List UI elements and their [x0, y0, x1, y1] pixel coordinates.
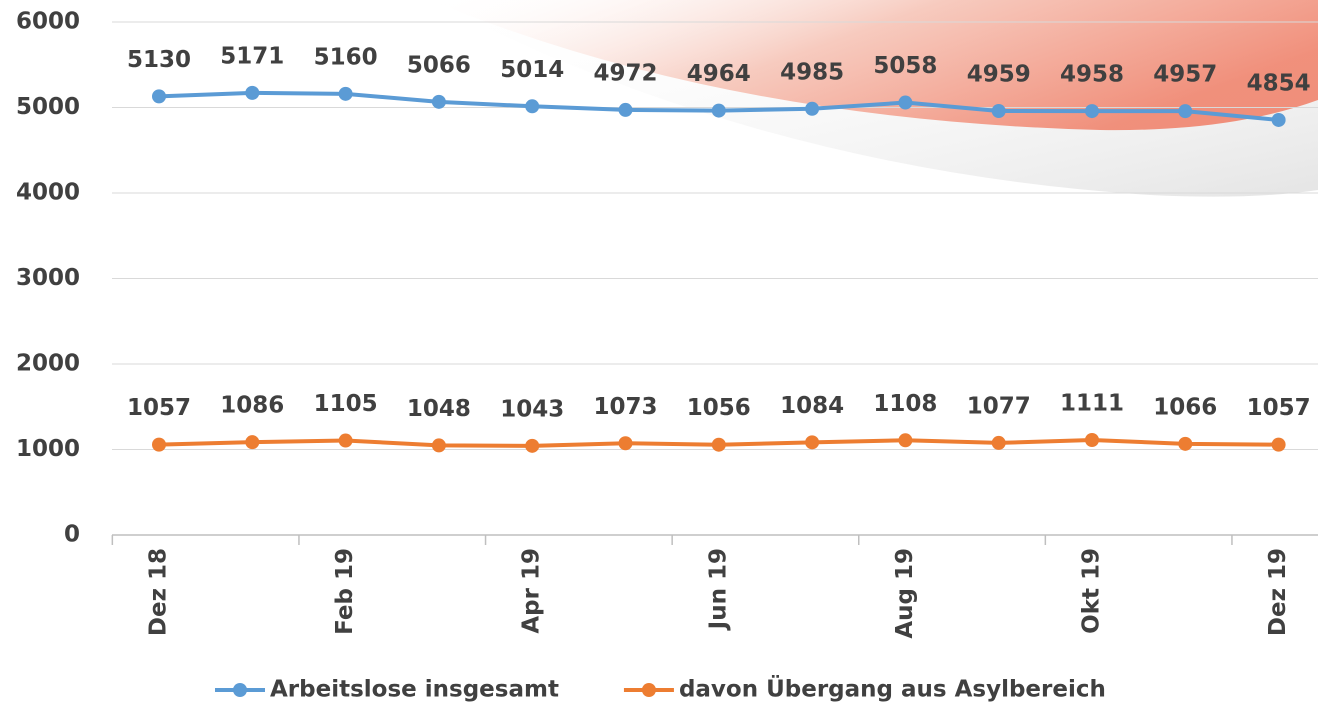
y-tick-label: 0 — [64, 522, 80, 548]
marker — [1272, 438, 1286, 452]
data-label: 1057 — [127, 395, 191, 421]
marker — [1178, 104, 1192, 118]
marker — [432, 438, 446, 452]
y-tick-label: 4000 — [16, 180, 80, 206]
data-label: 1073 — [593, 394, 657, 420]
x-tick-label: Okt 19 — [1079, 548, 1105, 634]
data-label: 1105 — [314, 391, 378, 417]
data-label: 5058 — [873, 53, 937, 79]
y-tick-label: 3000 — [16, 265, 80, 291]
marker — [712, 438, 726, 452]
marker — [152, 438, 166, 452]
marker — [525, 99, 539, 113]
marker — [898, 96, 912, 110]
marker — [898, 433, 912, 447]
y-tick-label: 5000 — [16, 94, 80, 120]
chart: Arbeitslose insgesamt davon Übergang aus … — [0, 0, 1318, 710]
data-label: 5171 — [220, 43, 284, 69]
legend-label: Arbeitslose insgesamt — [270, 677, 559, 703]
data-label: 4958 — [1060, 62, 1124, 88]
data-label: 4964 — [687, 61, 751, 87]
marker — [525, 439, 539, 453]
x-tick-label: Feb 19 — [332, 548, 358, 635]
legend-marker — [233, 683, 247, 697]
data-label: 5066 — [407, 52, 471, 78]
marker — [432, 95, 446, 109]
marker — [1085, 104, 1099, 118]
y-tick-label: 1000 — [16, 436, 80, 462]
y-tick-label: 2000 — [16, 351, 80, 377]
data-label: 1108 — [873, 391, 937, 417]
legend-label: davon Übergang aus Asylbereich — [679, 675, 1106, 703]
marker — [805, 435, 819, 449]
x-tick-label: Dez 19 — [1265, 548, 1291, 636]
data-label: 1066 — [1153, 394, 1217, 420]
marker — [805, 102, 819, 116]
marker — [245, 86, 259, 100]
x-tick-label: Apr 19 — [519, 548, 545, 634]
x-tick-label: Dez 18 — [146, 548, 172, 636]
legend-marker — [642, 683, 656, 697]
y-tick-label: 6000 — [16, 9, 80, 35]
marker — [339, 434, 353, 448]
data-label: 5014 — [500, 57, 564, 83]
marker — [619, 103, 633, 117]
data-label: 1043 — [500, 396, 564, 422]
marker — [619, 436, 633, 450]
data-label: 1057 — [1247, 395, 1311, 421]
marker — [152, 89, 166, 103]
marker — [1085, 433, 1099, 447]
marker — [712, 104, 726, 118]
legend: Arbeitslose insgesamt davon Übergang aus … — [215, 675, 1106, 703]
x-tick-label: Aug 19 — [892, 548, 918, 639]
data-label: 4957 — [1153, 62, 1217, 88]
data-label: 1111 — [1060, 391, 1124, 417]
data-label: 1084 — [780, 393, 844, 419]
x-tick-label: Jun 19 — [705, 548, 731, 631]
data-label: 5130 — [127, 47, 191, 73]
data-label: 5160 — [314, 44, 378, 70]
data-label: 4985 — [780, 59, 844, 85]
marker — [992, 436, 1006, 450]
data-label: 4959 — [967, 62, 1031, 88]
data-label: 1056 — [687, 395, 751, 421]
marker — [245, 435, 259, 449]
data-label: 1048 — [407, 396, 471, 422]
data-label: 1086 — [220, 393, 284, 419]
data-label: 4972 — [593, 60, 657, 86]
marker — [339, 87, 353, 101]
marker — [1272, 113, 1286, 127]
marker — [1178, 437, 1192, 451]
marker — [992, 104, 1006, 118]
data-label: 4854 — [1247, 70, 1311, 96]
data-label: 1077 — [967, 393, 1031, 419]
